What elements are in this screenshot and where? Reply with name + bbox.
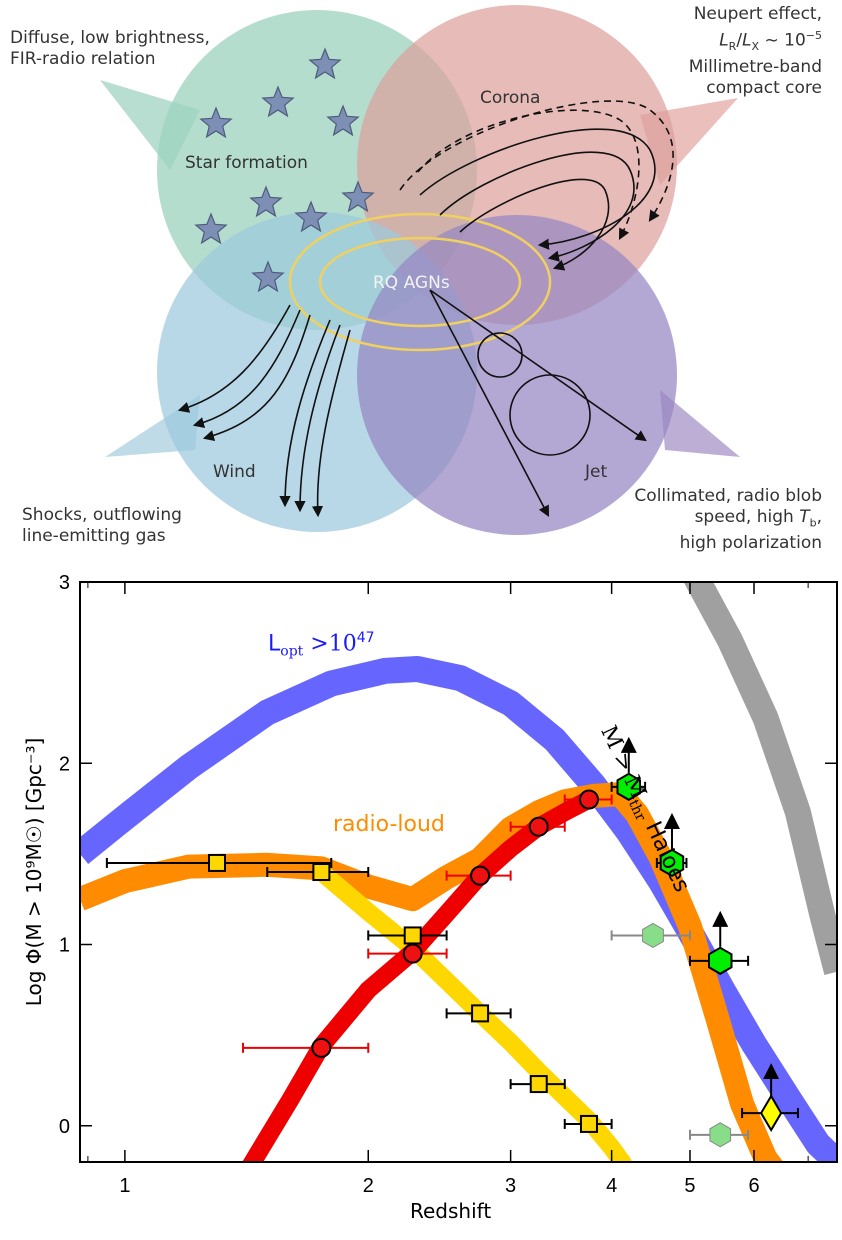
star-icon bbox=[199, 106, 233, 139]
rq-agns-label: RQ AGNs bbox=[373, 273, 450, 293]
agn-ellipse-inner bbox=[318, 236, 522, 328]
faint-hexagon-point bbox=[709, 1122, 732, 1148]
wind-label: Wind bbox=[213, 462, 256, 482]
corona-note-line1: Neupert effect, bbox=[693, 4, 822, 24]
square-point bbox=[579, 1114, 598, 1133]
x-tick-label: 5 bbox=[684, 1175, 695, 1197]
corona-field-lines bbox=[399, 100, 674, 271]
data-points bbox=[208, 772, 783, 1148]
lopt-band bbox=[80, 656, 837, 1162]
circle-point bbox=[578, 789, 599, 810]
x-axis-label: Redshift bbox=[410, 1199, 492, 1223]
square-point bbox=[403, 926, 422, 945]
circle-point bbox=[402, 943, 423, 964]
jet-label: Jet bbox=[585, 462, 608, 482]
jet-blob-small bbox=[477, 332, 523, 378]
chart-svg: 1 2 3 4 5 6 0 1 2 3 bbox=[59, 572, 838, 1197]
rq-agn-venn-diagram: Diffuse, low brightness, FIR-radio relat… bbox=[0, 0, 842, 562]
x-tick-label: 1 bbox=[119, 1175, 130, 1197]
y-tick-label: 2 bbox=[59, 753, 70, 775]
jet-note-line2: speed, high Tb, bbox=[694, 507, 822, 530]
jet-blob-large bbox=[509, 374, 591, 456]
x-tick-label: 4 bbox=[606, 1175, 617, 1197]
jet-region bbox=[357, 215, 677, 535]
corona-label: Corona bbox=[480, 88, 541, 108]
radio-loud-annotation: radio-loud bbox=[333, 812, 445, 837]
star-icon bbox=[194, 212, 228, 245]
wind-flow-lines bbox=[177, 304, 351, 518]
corona-note-line3: Millimetre-band bbox=[688, 57, 822, 78]
hexagon-point bbox=[708, 946, 733, 975]
jet-note-line1: Collimated, radio blob bbox=[634, 486, 822, 506]
corona-note-line4: compact core bbox=[706, 78, 822, 99]
jet-tail bbox=[660, 390, 740, 457]
square-point bbox=[208, 853, 227, 872]
agn-ellipse-outer bbox=[288, 212, 552, 352]
faint-hexagon-point bbox=[642, 922, 664, 948]
star-icon bbox=[249, 185, 283, 218]
y-tick-label: 1 bbox=[59, 935, 70, 957]
radio_loud-band bbox=[80, 782, 784, 1162]
jet-note: Collimated, radio blob speed, high Tb, h… bbox=[634, 486, 822, 554]
lopt-annotation: Lopt >1047 bbox=[268, 630, 375, 660]
hexagon-point bbox=[659, 848, 685, 878]
haloes-band bbox=[683, 582, 837, 975]
x-tick-label: 2 bbox=[363, 1175, 374, 1197]
star-note-line1: Diffuse, low brightness, bbox=[10, 28, 210, 48]
square-point bbox=[529, 1075, 548, 1094]
circle-point bbox=[528, 816, 549, 837]
star-note-line2: FIR-radio relation bbox=[10, 49, 156, 69]
star-icon bbox=[326, 104, 360, 137]
square-point bbox=[312, 863, 331, 881]
x-tick-label: 3 bbox=[505, 1175, 516, 1197]
diamond-point bbox=[759, 1094, 783, 1133]
wind-note-line2: line-emitting gas bbox=[22, 526, 166, 546]
wind-note: Shocks, outflowing line-emitting gas bbox=[22, 505, 182, 547]
y-axis-label: Log Φ(M > 10⁹M☉) [Gpc⁻³] bbox=[22, 737, 46, 1007]
star-icon bbox=[308, 47, 342, 80]
red-band bbox=[242, 791, 594, 1162]
jet-lines bbox=[429, 289, 647, 517]
circle-point bbox=[311, 1037, 332, 1058]
wind-note-line1: Shocks, outflowing bbox=[22, 505, 182, 525]
y-tick-label: 3 bbox=[59, 572, 70, 594]
circle-point bbox=[470, 865, 491, 886]
axis-ticks: 1 2 3 4 5 6 0 1 2 3 bbox=[59, 572, 837, 1197]
star-icon bbox=[294, 200, 328, 233]
corona-note-ratio: LR/LX ~ 10−5 bbox=[719, 29, 822, 54]
star-formation-label: Star formation bbox=[185, 153, 308, 173]
y-tick-label: 0 bbox=[59, 1116, 70, 1138]
corona-note: Neupert effect, LR/LX ~ 10−5 Millimetre-… bbox=[689, 4, 822, 99]
star-formation-note: Diffuse, low brightness, FIR-radio relat… bbox=[10, 28, 210, 70]
venn-svg bbox=[100, 5, 740, 535]
star-icon bbox=[341, 180, 375, 213]
square-point bbox=[471, 1004, 490, 1023]
jet-note-line3: high polarization bbox=[679, 533, 822, 554]
star-markers bbox=[194, 47, 375, 293]
plot-frame bbox=[79, 581, 838, 1163]
star-icon bbox=[261, 85, 295, 118]
hexagon-point bbox=[616, 772, 641, 801]
star-icon bbox=[251, 260, 285, 293]
x-tick-label: 6 bbox=[748, 1175, 759, 1197]
